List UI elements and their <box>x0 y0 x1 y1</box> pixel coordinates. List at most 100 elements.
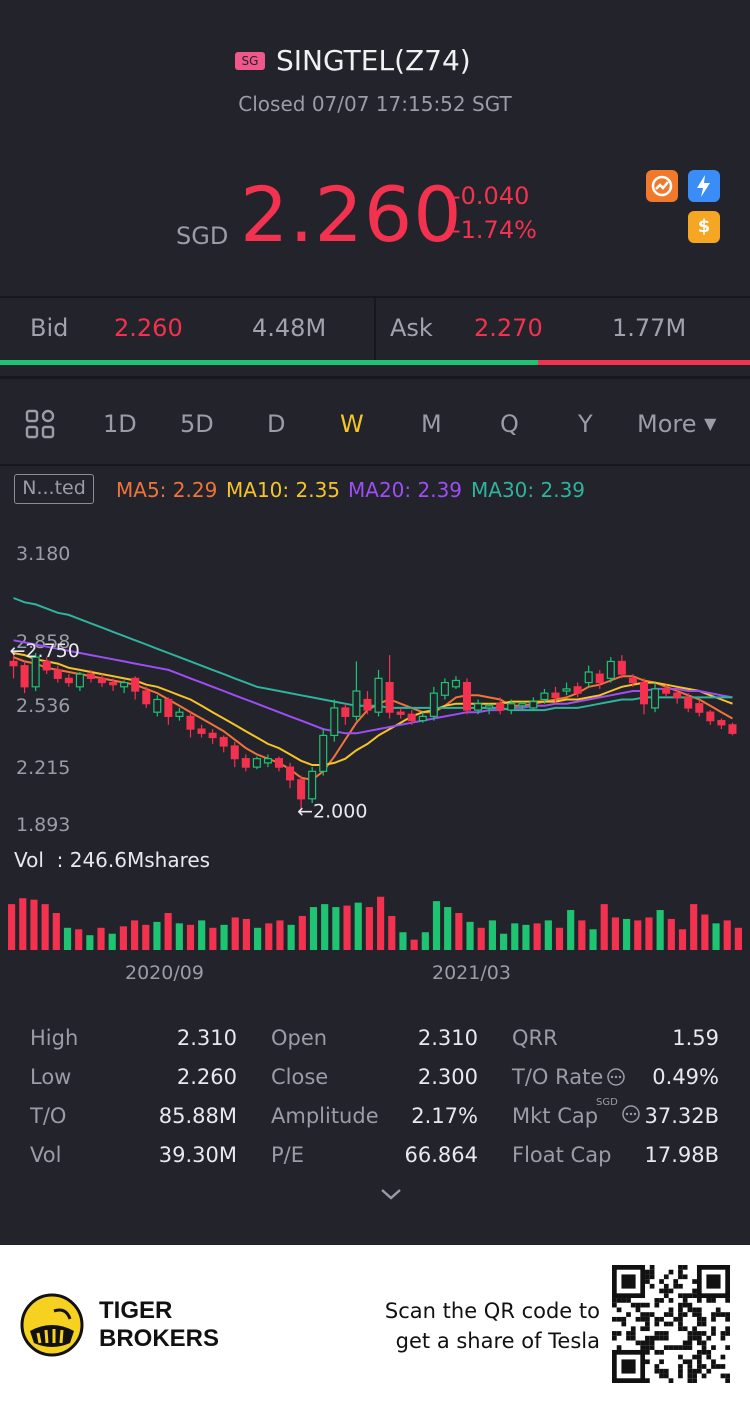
divider <box>0 464 750 466</box>
info-icon[interactable] <box>606 1067 626 1091</box>
candle <box>9 650 18 679</box>
candle <box>86 669 95 683</box>
stat-label: Amplitude <box>271 1104 379 1128</box>
candle <box>507 699 516 715</box>
candle <box>573 682 582 698</box>
stat-label: QRR <box>512 1026 558 1050</box>
brand-name: TIGER <box>99 1297 173 1324</box>
candle <box>651 682 660 713</box>
volume-bar <box>254 927 262 950</box>
chart-badge-icon[interactable] <box>646 170 678 202</box>
stat-label: T/O <box>30 1104 67 1128</box>
volume-bar <box>332 907 340 950</box>
candle <box>662 684 671 698</box>
stat-value: 0.49% <box>652 1065 719 1089</box>
candle <box>429 686 438 721</box>
volume-bar <box>477 927 485 950</box>
volume-bar <box>544 920 552 950</box>
candle <box>717 718 726 730</box>
candle <box>551 686 560 704</box>
dollar-badge-icon[interactable]: $ <box>688 211 720 243</box>
tab-more[interactable]: More ▼ <box>637 410 716 438</box>
candle <box>75 672 84 692</box>
volume-bar <box>52 913 60 950</box>
stat-value: 2.310 <box>176 1026 237 1050</box>
volume-bar <box>690 904 698 950</box>
candle <box>695 699 704 717</box>
x-tick: 2021/03 <box>432 962 511 984</box>
volume-bar <box>600 904 608 950</box>
volume-bar <box>186 924 195 950</box>
stat-value: 66.864 <box>404 1143 478 1167</box>
candle <box>595 669 604 689</box>
y-tick: 1.893 <box>16 814 71 836</box>
candle <box>330 699 339 742</box>
volume-bar <box>410 939 418 950</box>
candle <box>562 682 571 696</box>
candle <box>64 674 73 687</box>
candle <box>518 701 527 711</box>
grid-menu-icon[interactable] <box>24 408 56 444</box>
volume-bar <box>623 918 631 950</box>
tab-w[interactable]: W <box>340 410 364 438</box>
candle <box>496 697 505 715</box>
caret-down-icon: ▼ <box>704 414 717 433</box>
candle <box>628 674 637 687</box>
volume-bar <box>276 920 284 950</box>
volume-bar <box>734 927 742 950</box>
stat-label: Float Cap <box>512 1143 612 1167</box>
info-icon[interactable] <box>621 1104 641 1128</box>
volume-bar <box>421 932 429 950</box>
stock-title: SINGTEL(Z74) <box>276 44 471 77</box>
volume-bar <box>634 920 642 950</box>
tab-1d[interactable]: 1D <box>103 410 137 438</box>
candle <box>385 655 394 719</box>
volume-bar <box>97 927 105 950</box>
tab-q[interactable]: Q <box>500 410 519 438</box>
stat-label: P/E <box>271 1143 305 1167</box>
candle <box>208 729 217 744</box>
ask-size: 1.77M <box>612 314 687 342</box>
chevron-down-icon[interactable] <box>378 1186 404 1206</box>
volume-bar <box>220 924 228 950</box>
candle <box>363 691 372 715</box>
stat-label: Mkt Cap <box>512 1104 599 1128</box>
volume-bar <box>578 920 586 950</box>
tab-m[interactable]: M <box>421 410 442 438</box>
tab-y[interactable]: Y <box>578 410 593 438</box>
volume-bar <box>678 929 687 950</box>
y-tick: 3.180 <box>16 543 71 565</box>
candle <box>286 762 295 789</box>
volume-bar <box>354 902 362 950</box>
candle <box>639 678 649 715</box>
promo-text: get a share of Tesla <box>395 1329 600 1353</box>
volume-bar <box>309 907 318 950</box>
volume-chart[interactable] <box>0 876 750 950</box>
candle <box>728 722 737 736</box>
ma30-line <box>13 597 733 712</box>
volume-bar <box>511 923 519 950</box>
candlestick-chart[interactable]: ←2.750 ←2.000 <box>0 560 750 832</box>
volume-bar <box>444 907 452 950</box>
promo-footer: TIGER BROKERS Scan the QR code to get a … <box>0 1245 750 1405</box>
bid-ask-separator <box>374 298 376 360</box>
candle <box>153 695 162 717</box>
candle <box>308 767 317 804</box>
volume-bar <box>343 905 351 950</box>
volume-bar <box>388 915 396 950</box>
tab-5d[interactable]: 5D <box>180 410 214 438</box>
candle <box>131 676 140 700</box>
tab-d[interactable]: D <box>267 410 286 438</box>
lightning-badge-icon[interactable] <box>688 170 720 202</box>
volume-bar <box>321 904 329 950</box>
stat-value: 17.98B <box>644 1143 719 1167</box>
candle <box>97 674 107 687</box>
candle <box>319 729 328 776</box>
bid-ratio-fill <box>0 360 538 365</box>
adjust-selector[interactable]: N...ted <box>14 474 94 504</box>
candle <box>241 754 250 772</box>
divider <box>0 376 750 379</box>
stat-value: 2.300 <box>417 1065 478 1089</box>
last-price: 2.260 <box>240 170 463 259</box>
divider <box>0 296 750 298</box>
